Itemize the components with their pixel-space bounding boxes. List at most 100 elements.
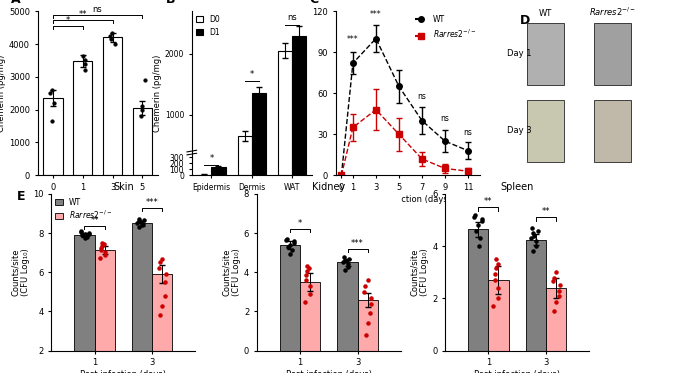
Text: ns: ns [92, 5, 103, 14]
Point [154, 260, 165, 266]
Bar [133, 108, 152, 175]
Bar [75, 235, 95, 373]
Point [282, 236, 292, 242]
Y-axis label: Lesion size (mm²): Lesion size (mm²) [301, 56, 310, 131]
Point [95, 247, 106, 253]
Point [288, 240, 299, 246]
Point [548, 275, 559, 280]
Point [532, 228, 543, 233]
Point [106, 29, 117, 35]
Text: D: D [520, 15, 530, 28]
Point [553, 293, 564, 299]
Point [344, 256, 355, 261]
Point [134, 224, 145, 230]
X-axis label: Post infection (days): Post infection (days) [55, 195, 140, 204]
Point [473, 243, 484, 249]
Point [490, 266, 501, 272]
Title: Skin: Skin [113, 182, 134, 192]
Bar [95, 250, 114, 373]
Point [551, 269, 562, 275]
Point [488, 303, 499, 309]
Point [157, 256, 168, 261]
Point [160, 293, 171, 299]
Point [137, 107, 148, 113]
Text: ***: *** [351, 239, 364, 248]
Point [157, 303, 168, 308]
Point [79, 232, 90, 238]
Point [299, 299, 310, 305]
Point [531, 243, 542, 249]
Point [489, 271, 500, 277]
Legend: WT, $Rarres2^{-/-}$: WT, $Rarres2^{-/-}$ [415, 15, 475, 40]
Text: ***: *** [347, 35, 359, 44]
Point [301, 272, 312, 278]
Point [469, 214, 480, 220]
Point [525, 235, 536, 241]
Point [284, 242, 295, 248]
Point [109, 41, 120, 47]
Bar [526, 240, 546, 351]
Point [489, 277, 500, 283]
Bar [252, 93, 266, 175]
Point [160, 279, 171, 285]
Text: **: ** [90, 216, 99, 225]
Text: C: C [310, 0, 319, 6]
Point [305, 283, 316, 289]
Bar [43, 98, 62, 175]
Text: Day 3: Day 3 [507, 126, 532, 135]
Point [153, 266, 164, 272]
Bar [527, 23, 564, 85]
Bar [212, 167, 225, 175]
Point [97, 240, 108, 246]
Point [96, 243, 107, 249]
Text: **: ** [79, 10, 87, 19]
Point [104, 33, 115, 39]
Point [342, 264, 353, 270]
Point [342, 261, 353, 267]
Bar [278, 51, 292, 175]
Point [527, 230, 538, 236]
Point [98, 241, 109, 247]
Text: *: * [298, 219, 302, 228]
Point [493, 285, 504, 291]
Point [83, 230, 94, 236]
Point [282, 244, 293, 250]
Point [105, 36, 116, 42]
Text: A: A [11, 0, 21, 6]
Bar [103, 37, 122, 175]
Point [139, 77, 150, 83]
Point [553, 288, 564, 294]
Point [99, 252, 110, 258]
Bar [238, 136, 252, 175]
Point [79, 57, 90, 63]
X-axis label: Post infection (days): Post infection (days) [364, 195, 451, 204]
Text: **: ** [542, 207, 550, 216]
X-axis label: Post infection (days): Post infection (days) [286, 370, 372, 373]
Point [360, 332, 371, 338]
Bar [338, 263, 358, 351]
Point [305, 291, 316, 297]
Y-axis label: Counts/site
(CFU Log₁₀): Counts/site (CFU Log₁₀) [11, 248, 30, 296]
Point [477, 219, 488, 225]
Bar [594, 23, 631, 85]
Point [135, 113, 146, 119]
Y-axis label: Counts/site
(CFU Log₁₀): Counts/site (CFU Log₁₀) [410, 248, 429, 296]
Point [160, 271, 171, 277]
Point [302, 263, 313, 269]
X-axis label: Post infection (days): Post infection (days) [80, 370, 166, 373]
Bar [292, 35, 306, 175]
Point [338, 254, 349, 260]
Bar [152, 274, 172, 373]
Point [475, 235, 486, 241]
Text: ns: ns [440, 115, 449, 123]
Point [288, 238, 299, 244]
Point [134, 219, 145, 225]
Point [470, 212, 481, 218]
Point [95, 245, 106, 251]
Bar [527, 100, 564, 162]
Point [471, 228, 482, 233]
Text: ns: ns [418, 93, 426, 101]
Point [529, 233, 540, 239]
Point [554, 282, 565, 288]
Y-axis label: Counts/site
(CFU Log₁₀): Counts/site (CFU Log₁₀) [222, 248, 241, 296]
